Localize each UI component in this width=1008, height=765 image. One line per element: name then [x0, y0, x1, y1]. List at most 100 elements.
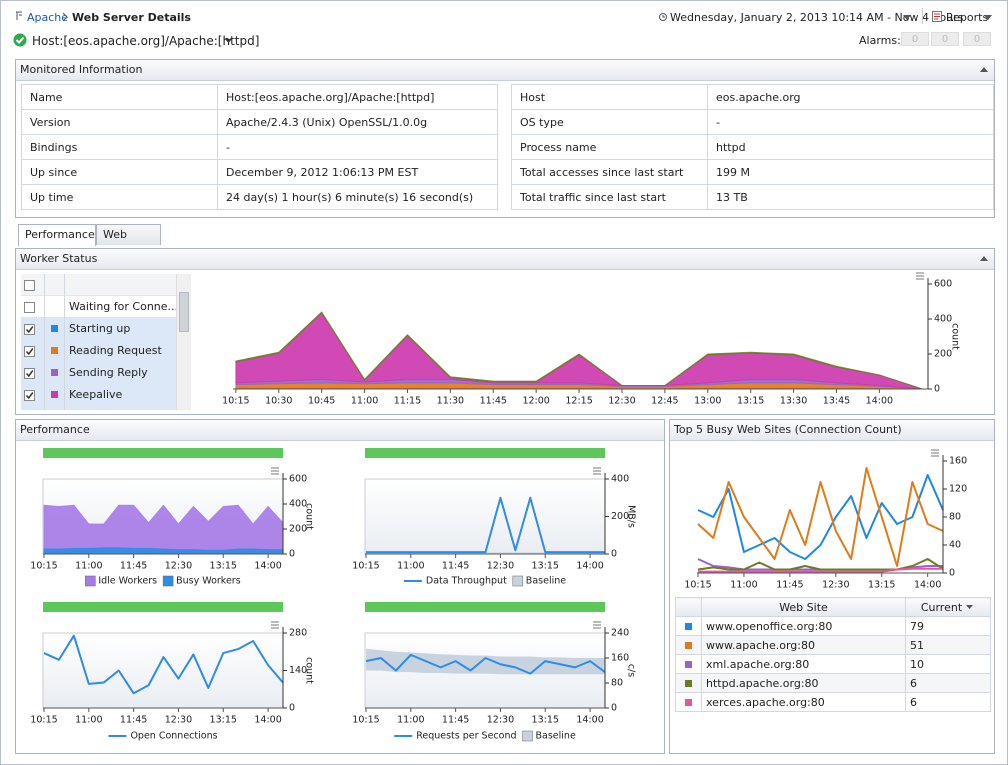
info-value: 13 TB [707, 184, 994, 210]
list-row: Sending Reply [21, 362, 176, 384]
info-row: Up since December 9, 2012 1:06:13 PM EST [21, 159, 498, 185]
column-divider [44, 274, 45, 410]
list-item: Keepalive [69, 388, 123, 401]
table-header: Web Site Current [675, 597, 991, 617]
table-row: www.apache.org:80 51 [675, 635, 991, 655]
worker-panel: Worker Status Waiting for Conne... Starti… [15, 248, 995, 415]
dropdown-arrow[interactable] [903, 15, 911, 21]
color-swatch [685, 641, 692, 649]
host-title[interactable]: Host:[eos.apache.org]/Apache:[httpd] [32, 34, 260, 48]
site-name: xerces.apache.org:80 [701, 692, 906, 712]
info-key: Name [21, 84, 218, 110]
list-item: DNS Lookup [69, 406, 136, 410]
list-item: Sending Reply [69, 366, 148, 379]
time-range[interactable]: Wednesday, January 2, 2013 10:14 AM - No… [670, 11, 964, 24]
info-row: Name Host:[eos.apache.org]/Apache:[httpd] [21, 84, 498, 110]
color-swatch [51, 325, 58, 332]
reports-icon [932, 11, 942, 22]
info-value: - [707, 109, 994, 135]
info-value: eos.apache.org [707, 84, 994, 110]
header-cell[interactable]: Web Site [701, 597, 906, 617]
tab[interactable]: Web Sites [96, 224, 161, 261]
current-value: 6 [905, 673, 991, 693]
list-item: Waiting for Conne... [69, 300, 176, 313]
site-name: www.openoffice.org:80 [701, 616, 906, 636]
color-swatch [685, 622, 692, 630]
dropdown-arrow[interactable] [984, 15, 992, 21]
current-value: 6 [905, 692, 991, 712]
current-value: 79 [905, 616, 991, 636]
list-row: Reading Request [21, 340, 176, 362]
info-key: Host [511, 84, 708, 110]
info-table: Name Host:[eos.apache.org]/Apache:[httpd]… [21, 84, 498, 210]
status-ok-icon [13, 33, 27, 47]
time-icon [659, 13, 667, 21]
checkbox[interactable] [24, 367, 35, 379]
checkbox[interactable] [24, 301, 35, 313]
color-cell [675, 635, 702, 655]
table-row: xml.apache.org:80 10 [675, 654, 991, 674]
color-cell [675, 654, 702, 674]
list-item: Starting up [69, 322, 131, 335]
info-key: Total accesses since last start [511, 159, 708, 185]
scrollbar[interactable] [176, 274, 191, 410]
breadcrumb-root[interactable]: Apache [27, 11, 69, 24]
site-name: httpd.apache.org:80 [701, 673, 906, 693]
color-swatch [685, 698, 692, 706]
info-key: Up time [21, 184, 218, 210]
checkbox[interactable] [24, 389, 35, 401]
alarms-label: Alarms: [859, 34, 901, 47]
color-cell [675, 673, 702, 693]
alarm-count[interactable]: 0 [963, 32, 991, 46]
list-row: Waiting for Conne... [21, 296, 176, 318]
info-key: Up since [21, 159, 218, 185]
info-key: Process name [511, 134, 708, 160]
info-value: 199 M [707, 159, 994, 185]
color-swatch [685, 660, 692, 668]
info-row: Host eos.apache.org [511, 84, 994, 110]
checkbox[interactable] [24, 279, 35, 291]
panel-title: Top 5 Busy Web Sites (Connection Count) [674, 423, 902, 436]
info-value: December 9, 2012 1:06:13 PM EST [217, 159, 498, 185]
info-key: Version [21, 109, 218, 135]
home-icon [16, 11, 22, 20]
color-swatch [51, 391, 58, 398]
site-name: xml.apache.org:80 [701, 654, 906, 674]
info-value: httpd [707, 134, 994, 160]
info-key: Bindings [21, 134, 218, 160]
list-item: Reading Request [69, 344, 162, 357]
info-key: OS type [511, 109, 708, 135]
checkbox[interactable] [24, 345, 35, 357]
dropdown-arrow[interactable] [225, 39, 233, 45]
panel-title: Monitored Information [20, 63, 143, 76]
color-cell [675, 692, 702, 712]
worker-list: Waiting for Conne... Starting up Reading R… [21, 274, 176, 410]
tab-active[interactable]: Performance [18, 224, 96, 246]
collapse-icon[interactable] [980, 256, 988, 261]
scroll-thumb[interactable] [179, 292, 189, 332]
info-value: 24 day(s) 1 hour(s) 6 minute(s) 16 secon… [217, 184, 498, 210]
list-header-row [21, 274, 176, 296]
alarm-count[interactable]: 0 [931, 32, 959, 46]
info-value: Host:[eos.apache.org]/Apache:[httpd] [217, 84, 498, 110]
list-row: Keepalive [21, 384, 176, 406]
reports-button[interactable]: Reports [946, 11, 989, 24]
monitored-panel: Monitored Information Name Host:[eos.apac… [15, 59, 995, 218]
performance-panel: Performance [15, 419, 665, 754]
panel-header: Worker Status [16, 249, 994, 270]
info-row: Total accesses since last start 199 M [511, 159, 994, 185]
table-row: httpd.apache.org:80 6 [675, 673, 991, 693]
top5-table: Web Site Current www.openoffice.org:80 79 ww… [675, 597, 991, 712]
table-row: xerces.apache.org:80 6 [675, 692, 991, 712]
info-row: Total traffic since last start 13 TB [511, 184, 994, 210]
info-row: Version Apache/2.4.3 (Unix) OpenSSL/1.0.0… [21, 109, 498, 135]
breadcrumb-current: Web Server Details [72, 11, 191, 24]
alarm-count[interactable]: 0 [901, 32, 929, 46]
collapse-icon[interactable] [980, 67, 988, 72]
info-key: Total traffic since last start [511, 184, 708, 210]
info-row: OS type - [511, 109, 994, 135]
checkbox[interactable] [24, 323, 35, 335]
header-cell[interactable]: Current [905, 597, 991, 617]
info-value: - [217, 134, 498, 160]
